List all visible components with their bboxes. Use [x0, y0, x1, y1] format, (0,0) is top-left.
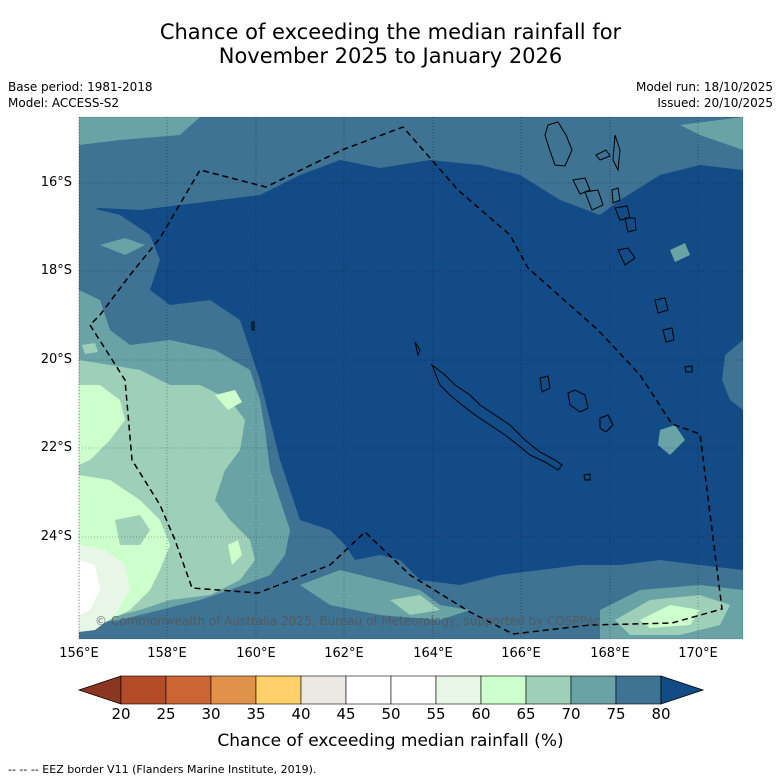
colorbar-segment [615, 675, 662, 705]
lon-label-156e: 156°E [59, 646, 99, 661]
model-name: Model: ACCESS-S2 [8, 96, 120, 110]
colorbar-segment [435, 675, 482, 705]
colorbar [77, 675, 705, 705]
vanuatu-outline [544, 121, 573, 167]
colorbar-tick-label: 30 [201, 705, 221, 723]
lon-label-160e: 160°E [236, 646, 276, 661]
colorbar-tick-label: 60 [471, 705, 491, 723]
colorbar-segment [480, 675, 527, 705]
colorbar-segment [165, 675, 212, 705]
colorbar-tick-label: 45 [336, 705, 356, 723]
colorbar-extend-high [660, 675, 705, 705]
band-70-75-top [79, 117, 743, 215]
colorbar-extend-low [77, 675, 122, 705]
lon-label-164e: 164°E [413, 646, 453, 661]
title-line-1: Chance of exceeding the median rainfall … [159, 20, 622, 44]
model-run: Model run: 18/10/2025 [635, 80, 773, 94]
band-55-60-left [79, 385, 125, 465]
colorbar-segment [570, 675, 617, 705]
colorbar-tick-label: 40 [291, 705, 311, 723]
colorbar-segment [120, 675, 167, 705]
eez-legend-footer: -- -- -- EEZ border V11 (Flanders Marine… [8, 763, 317, 776]
new-caledonia-outline [430, 363, 563, 471]
lon-label-166e: 166°E [501, 646, 541, 661]
colorbar-tick-label: 70 [561, 705, 581, 723]
lon-label-168e: 168°E [590, 646, 630, 661]
issued-date: Issued: 20/10/2025 [657, 96, 773, 110]
lat-label-24s: 24°S [40, 529, 72, 544]
colorbar-segment [390, 675, 437, 705]
colorbar-tick-label: 35 [246, 705, 266, 723]
lat-label-16s: 16°S [40, 175, 72, 190]
colorbar-tick-label: 55 [426, 705, 446, 723]
colorbar-tick-label: 80 [651, 705, 671, 723]
island-outline [414, 341, 421, 357]
graticule [78, 117, 743, 639]
lat-label-18s: 18°S [40, 263, 72, 278]
colorbar-segment [300, 675, 347, 705]
lon-label-158e: 158°E [147, 646, 187, 661]
colorbar-tick-label: 25 [156, 705, 176, 723]
colorbar-tick-label: 50 [381, 705, 401, 723]
colorbar-segment [345, 675, 392, 705]
colorbar-tick-label: 65 [516, 705, 536, 723]
contour-fill [79, 117, 743, 639]
base-period: Base period: 1981-2018 [8, 80, 153, 94]
colorbar-tick-label: 75 [606, 705, 626, 723]
colorbar-segment [255, 675, 302, 705]
coastlines [251, 121, 693, 481]
colorbar-segment [525, 675, 572, 705]
title-line-2: November 2025 to January 2026 [218, 44, 563, 68]
eez-border [89, 126, 723, 635]
lon-label-162e: 162°E [324, 646, 364, 661]
colorbar-tick-label: 20 [111, 705, 131, 723]
lat-label-20s: 20°S [40, 352, 72, 367]
colorbar-label: Chance of exceeding median rainfall (%) [217, 731, 564, 751]
lat-label-22s: 22°S [40, 440, 72, 455]
copyright-text: © Commonwealth of Australia 2025, Bureau… [95, 614, 601, 628]
lon-label-170e: 170°E [678, 646, 718, 661]
colorbar-segment [210, 675, 257, 705]
